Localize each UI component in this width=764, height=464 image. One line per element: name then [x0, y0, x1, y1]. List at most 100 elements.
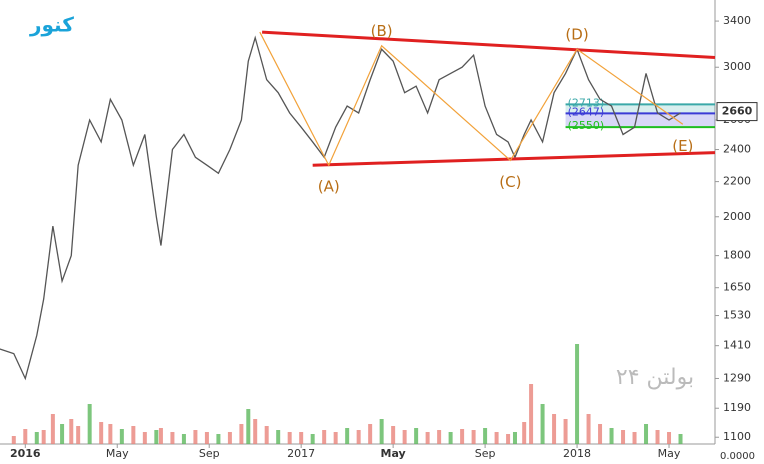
volume-bar — [586, 414, 591, 444]
volume-bar — [506, 434, 511, 444]
volume-bar — [483, 428, 488, 444]
volume-bar — [204, 432, 209, 444]
x-tick-label: 2018 — [563, 447, 591, 460]
level-label: (2713) — [568, 96, 605, 109]
volume-bar — [287, 432, 292, 444]
volume-bar — [50, 414, 55, 444]
volume-bar — [391, 426, 396, 444]
volume-bar — [264, 426, 269, 444]
volume-bar — [119, 429, 124, 444]
volume-bar — [529, 384, 534, 444]
volume-bar — [494, 432, 499, 444]
level-band — [565, 113, 715, 128]
volume-bar — [239, 424, 244, 444]
price-tag-label: 2660 — [722, 105, 753, 118]
volume-bar — [667, 432, 672, 444]
volume-bar — [87, 404, 92, 444]
volume-bar — [322, 430, 327, 444]
volume-bar — [193, 430, 198, 444]
x-tick-label: 2016 — [10, 447, 41, 460]
volume-bar — [108, 424, 113, 444]
volume-bar — [11, 436, 16, 444]
wave-line — [259, 31, 684, 167]
volume-bar — [69, 419, 74, 444]
volume-bar — [356, 430, 361, 444]
y-tick-label: 3400 — [723, 14, 751, 27]
level-label: (2647) — [568, 105, 605, 118]
volume-bar — [310, 434, 315, 444]
volume-bar — [425, 432, 430, 444]
watermark: بولتن ۲۴ — [616, 365, 694, 390]
volume-bar — [131, 426, 136, 444]
volume-bar — [60, 424, 65, 444]
volume-bar — [253, 419, 258, 444]
volume-bar — [23, 429, 28, 444]
y-tick-label: 1100 — [723, 430, 751, 443]
volume-bar — [154, 430, 159, 444]
x-tick-label: Sep — [199, 447, 220, 460]
volume-bar — [540, 404, 545, 444]
y-tick-label: 1530 — [723, 309, 751, 322]
x-tick-label: May — [381, 447, 406, 460]
volume-label: 0.0000 — [720, 451, 755, 462]
volume-bar — [368, 424, 373, 444]
y-tick-label: 1650 — [723, 281, 751, 294]
y-tick-label: 2200 — [723, 175, 751, 188]
x-tick-label: 2017 — [287, 447, 315, 460]
volume-bar — [644, 424, 649, 444]
volume-bar — [414, 428, 419, 444]
y-tick-label: 2000 — [723, 210, 751, 223]
volume-bar — [655, 430, 660, 444]
wave-label: (E) — [672, 137, 693, 155]
volume-bar — [460, 429, 465, 444]
y-tick-label: 1410 — [723, 339, 751, 352]
volume-bar — [552, 414, 557, 444]
volume-bar — [379, 419, 384, 444]
volume-bar — [246, 409, 251, 444]
trendline — [312, 151, 716, 167]
volume-bar — [142, 432, 147, 444]
level-band — [565, 104, 715, 114]
wave-label: (C) — [499, 173, 521, 191]
volume-bar — [575, 344, 580, 444]
volume-bar — [41, 430, 46, 444]
volume-bar — [522, 422, 527, 444]
x-tick-label: May — [106, 447, 129, 460]
y-tick-label: 1290 — [723, 371, 751, 384]
y-tick-label: 1190 — [723, 401, 751, 414]
wave-label: (B) — [371, 22, 393, 40]
volume-bar — [609, 428, 614, 444]
volume-bar — [276, 430, 281, 444]
volume-bar — [158, 428, 163, 444]
volume-bar — [512, 432, 517, 444]
volume-bar — [345, 428, 350, 444]
wave-label: (A) — [318, 178, 340, 196]
volume-bar — [448, 432, 453, 444]
volume-bar — [299, 432, 304, 444]
volume-bar — [181, 434, 186, 444]
x-tick-label: Sep — [475, 447, 496, 460]
volume-bar — [437, 430, 442, 444]
wave-label: (D) — [565, 26, 588, 44]
trendline — [262, 30, 716, 60]
volume-bar — [170, 432, 175, 444]
price-line — [0, 35, 681, 381]
volume-bar — [621, 430, 626, 444]
volume-bar — [76, 426, 81, 444]
volume-bar — [471, 430, 476, 444]
volume-bar — [632, 432, 637, 444]
y-tick-label: 3000 — [723, 60, 751, 73]
x-tick-label: May — [658, 447, 681, 460]
level-label: (2550) — [568, 119, 605, 132]
price-tag — [716, 102, 758, 122]
y-tick-label: 2400 — [723, 143, 751, 156]
volume-bar — [563, 419, 568, 444]
volume-bar — [216, 434, 221, 444]
volume-bar — [34, 432, 39, 444]
volume-bar — [598, 424, 603, 444]
volume-bar — [678, 434, 683, 444]
volume-bar — [227, 432, 232, 444]
chart-title: کنور — [29, 13, 74, 37]
